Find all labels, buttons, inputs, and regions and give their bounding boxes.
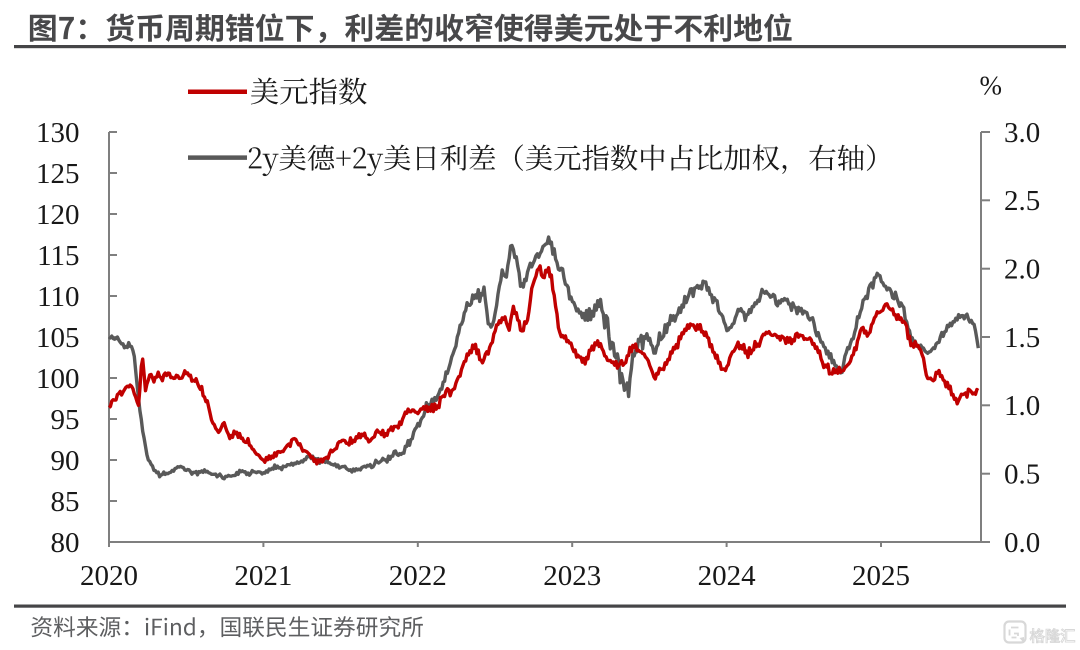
svg-text:95: 95: [51, 404, 80, 436]
svg-text:90: 90: [51, 445, 80, 477]
svg-text:2023: 2023: [543, 560, 601, 592]
svg-text:2022: 2022: [389, 560, 447, 592]
svg-text:1.0: 1.0: [1004, 390, 1040, 422]
svg-text:110: 110: [37, 281, 79, 313]
svg-text:0.0: 0.0: [1004, 527, 1040, 559]
svg-text:3.0: 3.0: [1004, 117, 1040, 149]
svg-text:100: 100: [36, 363, 80, 395]
svg-text:2.5: 2.5: [1004, 185, 1040, 217]
svg-text:80: 80: [51, 527, 80, 559]
svg-text:2021: 2021: [234, 560, 292, 592]
svg-text:125: 125: [36, 158, 80, 190]
svg-text:120: 120: [36, 199, 80, 231]
svg-text:0.5: 0.5: [1004, 459, 1040, 491]
svg-text:%: %: [980, 71, 1003, 101]
svg-text:2025: 2025: [852, 560, 910, 592]
svg-text:130: 130: [36, 117, 80, 149]
svg-text:1.5: 1.5: [1004, 322, 1040, 354]
svg-text:2020: 2020: [80, 560, 138, 592]
svg-text:115: 115: [37, 240, 79, 272]
svg-text:85: 85: [51, 486, 80, 518]
svg-text:2.0: 2.0: [1004, 254, 1040, 286]
svg-text:2024: 2024: [698, 560, 757, 592]
svg-text:105: 105: [36, 322, 80, 354]
